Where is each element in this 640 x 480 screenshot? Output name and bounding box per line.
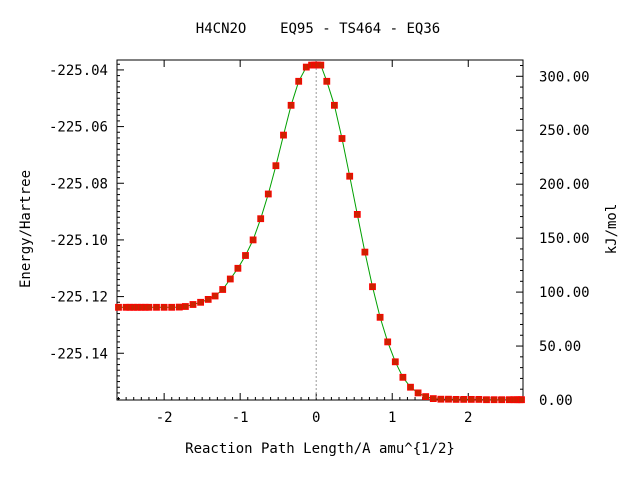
- chart-title: H4CN2O EQ95 - TS464 - EQ36: [196, 21, 440, 37]
- data-point: [498, 396, 506, 404]
- x-tick-label: -1: [232, 410, 249, 426]
- data-point: [219, 286, 227, 293]
- x-tick-label: 0: [312, 410, 320, 426]
- data-point: [475, 395, 483, 403]
- data-point: [429, 395, 437, 403]
- y-tick-label: -225.08: [49, 176, 108, 192]
- y-tick-label: -225.12: [49, 290, 108, 306]
- y2-axis-label: kJ/mol: [604, 204, 620, 255]
- data-point: [399, 373, 407, 381]
- y-tick-labels: -225.04 -225.06 -225.08 -225.10 -225.12 -225.…: [49, 63, 108, 362]
- data-point: [181, 303, 189, 310]
- y-tick-label: -225.04: [49, 63, 108, 79]
- data-point: [234, 264, 242, 272]
- data-point: [175, 303, 183, 311]
- data-point: [346, 172, 354, 180]
- y-axis-label: Energy/Hartree: [18, 170, 34, 288]
- data-point: [407, 383, 414, 391]
- curve-layer: [118, 64, 522, 401]
- data-point: [287, 101, 295, 109]
- y2-tick-label: 200.00: [539, 177, 590, 193]
- data-point: [197, 298, 205, 306]
- x-axis-label: Reaction Path Length/A amu^{1/2}: [185, 441, 455, 457]
- data-point: [330, 101, 338, 109]
- data-point: [391, 358, 399, 366]
- y2-tick-label: 0.00: [539, 393, 573, 409]
- data-point: [189, 301, 197, 308]
- y2-tick-labels: 300.00 250.00 200.00 150.00 100.00 50.00 0.00: [539, 69, 590, 409]
- axis-ticks: [117, 60, 523, 401]
- data-point: [323, 77, 331, 85]
- data-point: [490, 396, 498, 404]
- data-point: [204, 295, 212, 303]
- series-line: [118, 64, 522, 401]
- x-tick-labels: -2 -1 0 1 2: [156, 410, 473, 426]
- data-point: [280, 131, 287, 139]
- data-point: [361, 248, 369, 256]
- data-point: [257, 215, 265, 223]
- data-point: [153, 303, 160, 311]
- y-tick-label: -225.14: [49, 346, 108, 362]
- data-point: [226, 275, 234, 283]
- data-point: [376, 313, 384, 321]
- x-tick-label: 2: [464, 410, 472, 426]
- data-point: [414, 389, 422, 397]
- y2-tick-label: 150.00: [539, 231, 590, 247]
- x-tick-label: -2: [156, 410, 173, 426]
- data-point: [467, 395, 475, 403]
- data-point: [422, 393, 430, 401]
- data-point: [338, 135, 346, 142]
- data-point: [160, 303, 168, 311]
- y-tick-label: -225.06: [49, 120, 108, 136]
- data-point: [518, 396, 525, 404]
- marker-layer: [115, 61, 525, 404]
- data-point: [384, 338, 392, 346]
- data-point: [145, 303, 153, 311]
- data-point: [483, 396, 490, 404]
- y-tick-label: -225.10: [49, 233, 108, 249]
- x-tick-label: 1: [388, 410, 396, 426]
- data-point: [211, 292, 219, 300]
- y2-tick-label: 100.00: [539, 285, 590, 301]
- data-point: [295, 77, 303, 85]
- data-point: [317, 61, 325, 69]
- data-point: [452, 395, 460, 403]
- data-point: [460, 395, 468, 403]
- data-point: [242, 252, 249, 259]
- y2-tick-label: 250.00: [539, 123, 590, 139]
- data-point: [115, 303, 122, 311]
- data-point: [369, 283, 376, 291]
- data-point: [249, 236, 257, 244]
- data-point: [264, 190, 272, 198]
- data-point: [445, 395, 452, 403]
- plot-area-frame: [116, 59, 524, 401]
- data-point: [353, 210, 361, 218]
- y2-tick-label: 50.00: [539, 339, 581, 355]
- data-point: [437, 395, 445, 403]
- data-point: [168, 303, 176, 311]
- data-point: [272, 162, 280, 170]
- y2-tick-label: 300.00: [539, 69, 590, 85]
